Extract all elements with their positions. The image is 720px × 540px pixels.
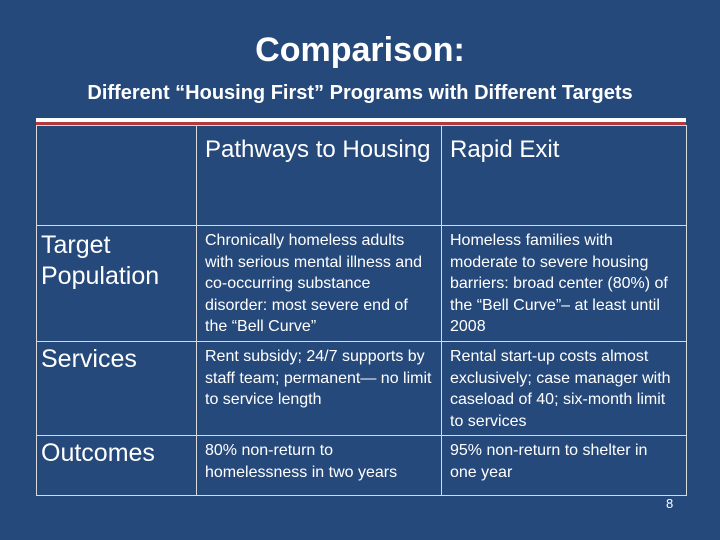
rapid-exit-cell: Rental start-up costs almost exclusively…: [441, 341, 687, 436]
comparison-table: Pathways to Housing Rapid Exit Target Po…: [36, 125, 687, 496]
header-pathways-label: Pathways to Housing: [205, 136, 431, 163]
header-cell-rapid-exit: Rapid Exit: [441, 125, 687, 226]
page-number: 8: [666, 496, 674, 511]
header-rapid-exit-label: Rapid Exit: [450, 136, 560, 163]
outcomes-pathways: 80% non-return to homelessness in two ye…: [205, 442, 398, 481]
services-pathways: Rent subsidy; 24/7 supports by staff tea…: [205, 348, 432, 408]
pathways-cell: Rent subsidy; 24/7 supports by staff tea…: [196, 341, 442, 436]
row-label-services: Services: [41, 345, 137, 373]
pathways-cell: Chronically homeless adults with serious…: [196, 225, 442, 342]
table-accent-rule: [36, 122, 686, 125]
table-top-rule: [36, 118, 686, 122]
services-rapid-exit: Rental start-up costs almost exclusively…: [450, 348, 671, 430]
slide-title: Comparison:: [255, 31, 465, 69]
outcomes-rapid-exit: 95% non-return to shelter in one year: [450, 442, 648, 481]
row-label-cell: Target Population: [36, 225, 197, 342]
row-label-target-population: Target Population: [41, 231, 160, 290]
pathways-cell: 80% non-return to homelessness in two ye…: [196, 435, 442, 496]
table-row-outcomes: Outcomes 80% non-return to homelessness …: [36, 435, 687, 496]
row-label-outcomes: Outcomes: [41, 439, 155, 467]
rapid-exit-cell: Homeless families with moderate to sever…: [441, 225, 687, 342]
slide-subtitle: Different “Housing First” Programs with …: [87, 82, 633, 104]
row-label-cell: Services: [36, 341, 197, 436]
header-cell-empty: [36, 125, 197, 226]
table-row-services: Services Rent subsidy; 24/7 supports by …: [36, 341, 687, 436]
table-header-row: Pathways to Housing Rapid Exit: [36, 125, 687, 226]
table-row-target-population: Target Population Chronically homeless a…: [36, 225, 687, 342]
header-cell-pathways: Pathways to Housing: [196, 125, 442, 226]
row-label-cell: Outcomes: [36, 435, 197, 496]
target-population-pathways: Chronically homeless adults with serious…: [205, 232, 422, 335]
rapid-exit-cell: 95% non-return to shelter in one year: [441, 435, 687, 496]
target-population-rapid-exit: Homeless families with moderate to sever…: [450, 232, 668, 335]
